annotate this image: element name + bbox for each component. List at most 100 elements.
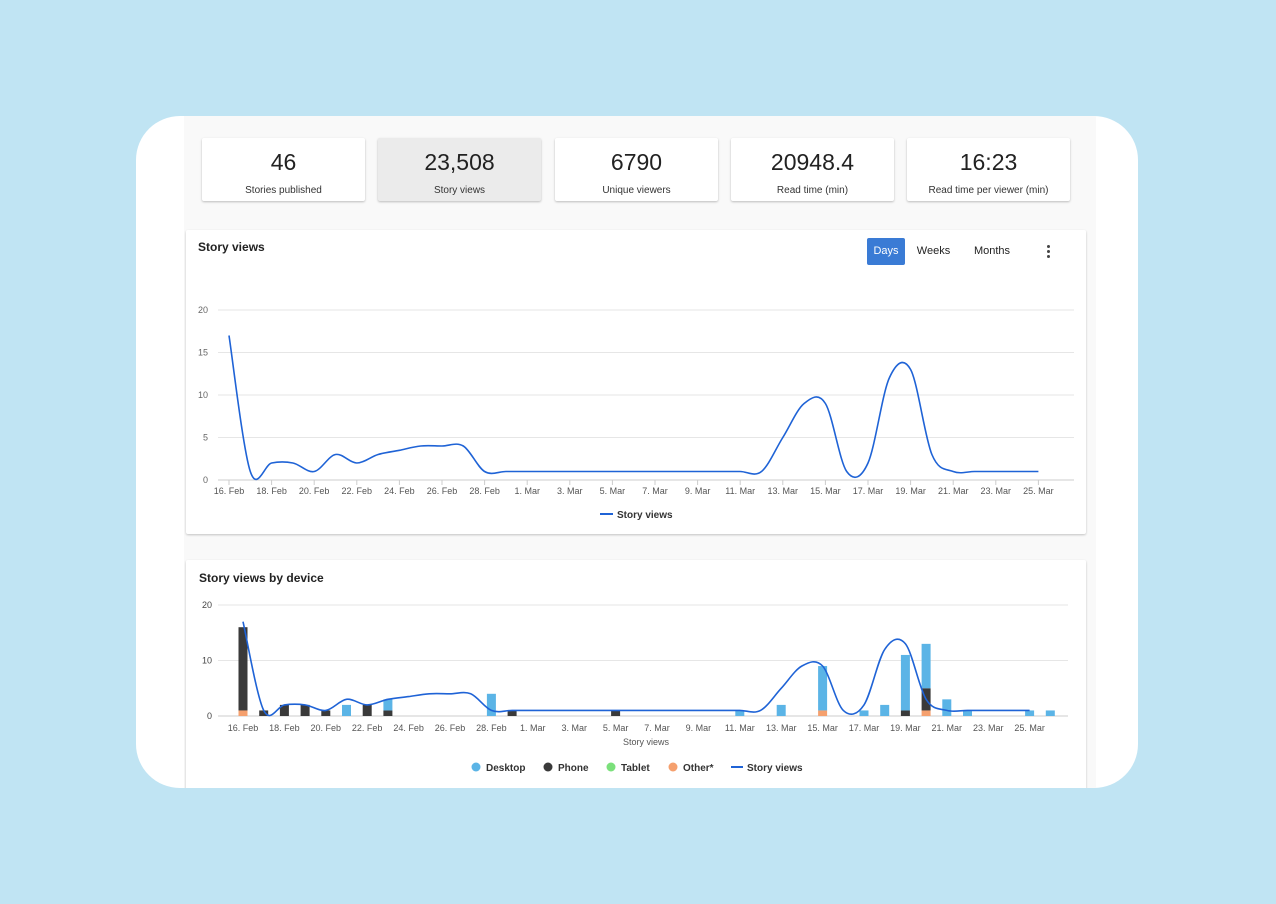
bar-segment-desktop xyxy=(963,710,972,716)
x-tick-label: 23. Mar xyxy=(981,486,1012,496)
x-tick-label: 19. Mar xyxy=(890,723,921,733)
legend-dot-icon xyxy=(471,762,481,772)
bar-segment-desktop xyxy=(776,704,786,716)
x-tick-label: 22. Feb xyxy=(342,486,373,496)
x-tick-label: 13. Mar xyxy=(766,723,797,733)
x-tick-label: 9. Mar xyxy=(686,723,712,733)
x-tick-label: 18. Feb xyxy=(256,486,287,496)
stat-label: Story views xyxy=(433,185,486,196)
legend-dot-icon xyxy=(543,762,553,772)
x-tick-label: 21. Mar xyxy=(932,723,963,733)
bar-segment-desktop xyxy=(383,699,393,711)
bar-segment-desktop xyxy=(1025,710,1035,716)
stat-unique-viewers[interactable]: 6790 Unique viewers xyxy=(555,138,718,201)
story-views-line xyxy=(242,621,1030,717)
legend-label: Phone xyxy=(558,763,589,774)
bar-segment-desktop xyxy=(942,699,952,716)
x-tick-label: 17. Mar xyxy=(849,723,880,733)
y-tick-label: 15 xyxy=(198,348,208,358)
more-vertical-icon[interactable] xyxy=(1039,242,1059,262)
x-axis-title: Story views xyxy=(623,737,670,747)
y-tick-label: 10 xyxy=(202,656,212,666)
stat-value: 46 xyxy=(270,149,297,175)
x-tick-label: 13. Mar xyxy=(768,486,799,496)
bar-segment-desktop xyxy=(342,704,351,716)
bar-segment-desktop xyxy=(900,654,910,711)
bar-segment-phone xyxy=(507,710,517,716)
stat-label: Stories published xyxy=(245,185,322,196)
stat-value: 23,508 xyxy=(424,149,495,175)
bar-segment-desktop xyxy=(486,693,496,716)
bar-segment-phone xyxy=(321,710,331,716)
x-tick-label: 7. Mar xyxy=(644,723,670,733)
stat-label: Read time (min) xyxy=(776,185,849,196)
x-tick-label: 1. Mar xyxy=(520,723,546,733)
story-views-chart: 0 5 10 15 20 16. Feb 18. Feb 20. Feb 22. Feb 24. … xyxy=(198,305,1074,521)
y-tick-label: 20 xyxy=(198,305,208,315)
stat-read-time-per-viewer[interactable]: 16:23 Read time per viewer (min) xyxy=(907,138,1070,201)
y-tick-label: 10 xyxy=(198,390,208,400)
x-tick-label: 17. Mar xyxy=(853,486,884,496)
stat-value: 6790 xyxy=(610,149,663,175)
y-tick-label: 20 xyxy=(202,600,212,610)
x-tick-label: 5. Mar xyxy=(603,723,629,733)
x-tick-label: 20. Feb xyxy=(311,723,342,733)
weeks-toggle[interactable]: Weeks xyxy=(916,245,951,257)
stat-read-time[interactable]: 20948.4 Read time (min) xyxy=(731,138,894,201)
card-title: Story views by device xyxy=(199,571,324,585)
days-toggle[interactable]: Days xyxy=(867,238,905,265)
x-tick-label: 26. Feb xyxy=(427,486,458,496)
x-tick-label: 19. Mar xyxy=(895,486,926,496)
x-tick-label: 15. Mar xyxy=(810,486,841,496)
bar-segment-phone xyxy=(300,704,310,716)
bar-segment-desktop xyxy=(859,710,869,716)
bar-segment-phone xyxy=(362,704,372,716)
x-tick-label: 9. Mar xyxy=(685,486,711,496)
x-tick-label: 7. Mar xyxy=(642,486,668,496)
x-tick-label: 24. Feb xyxy=(384,486,415,496)
story-views-by-device-chart: 0 10 20 16. Feb 18. Feb 20. Feb 22. Feb 24. Feb… xyxy=(202,600,1068,774)
x-tick-label: 15. Mar xyxy=(807,723,838,733)
x-tick-label: 21. Mar xyxy=(938,486,969,496)
x-tick-label: 1. Mar xyxy=(514,486,540,496)
bar-segment-desktop xyxy=(921,643,931,689)
stat-value: 16:23 xyxy=(959,149,1018,175)
stat-stories-published[interactable]: 46 Stories published xyxy=(202,138,365,201)
x-tick-label: 3. Mar xyxy=(557,486,583,496)
bar-segment-phone xyxy=(383,710,393,716)
x-tick-label: 16. Feb xyxy=(228,723,259,733)
x-tick-label: 26. Feb xyxy=(435,723,466,733)
x-tick-label: 23. Mar xyxy=(973,723,1004,733)
legend-dot-icon xyxy=(606,762,616,772)
story-views-card: Story views Days Weeks Months 0 5 10 15 20 16… xyxy=(186,230,1086,534)
legend-label: Story views xyxy=(747,763,803,774)
dashboard-content: 46 Stories published 23,508 Story views … xyxy=(184,116,1096,788)
dashboard-frame: 46 Stories published 23,508 Story views … xyxy=(136,116,1138,788)
y-tick-label: 5 xyxy=(203,433,208,443)
x-tick-label: 16. Feb xyxy=(214,486,245,496)
x-tick-label: 5. Mar xyxy=(600,486,626,496)
bar-segment-other xyxy=(238,710,248,716)
story-views-by-device-card: Story views by device 0 10 20 16. Feb 18. Fe… xyxy=(186,560,1086,788)
legend-label: Desktop xyxy=(486,763,525,774)
bar-segment-phone xyxy=(259,710,269,716)
x-tick-label: 25. Mar xyxy=(1023,486,1054,496)
stat-label: Read time per viewer (min) xyxy=(928,185,1049,196)
bar-segment-desktop xyxy=(818,666,828,711)
x-tick-label: 22. Feb xyxy=(352,723,383,733)
months-toggle[interactable]: Months xyxy=(973,245,1011,257)
bar-segment-phone xyxy=(900,710,910,716)
x-tick-label: 25. Mar xyxy=(1014,723,1045,733)
x-tick-label: 18. Feb xyxy=(269,723,300,733)
legend-dot-icon xyxy=(668,762,678,772)
legend-label: Other* xyxy=(683,763,714,774)
x-tick-label: 24. Feb xyxy=(393,723,424,733)
legend-label: Tablet xyxy=(621,763,650,774)
x-tick-label: 20. Feb xyxy=(299,486,330,496)
bar-segment-other xyxy=(818,710,828,716)
card-title: Story views xyxy=(198,240,265,254)
bar-segment-desktop xyxy=(880,704,890,716)
stat-story-views[interactable]: 23,508 Story views xyxy=(378,138,541,201)
bar-segment-phone xyxy=(611,710,621,716)
stat-label: Unique viewers xyxy=(602,185,671,196)
